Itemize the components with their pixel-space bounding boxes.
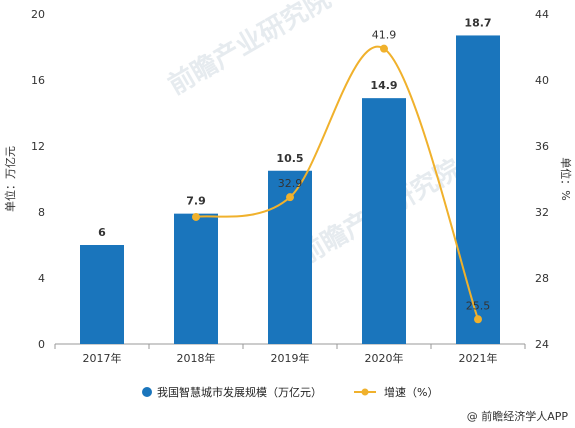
x-tick-label: 2021年 xyxy=(459,351,498,365)
growth-value-label: 41.9 xyxy=(372,29,397,42)
bar-value-label: 18.7 xyxy=(464,16,491,29)
growth-point xyxy=(192,212,200,221)
bar xyxy=(456,35,500,344)
y-left-tick-label: 8 xyxy=(38,206,45,219)
y-left-tick-label: 12 xyxy=(31,140,45,153)
y-right-tick-label: 24 xyxy=(535,338,549,351)
bar xyxy=(174,213,218,344)
y-left-tick-label: 4 xyxy=(38,272,45,285)
x-tick-label: 2019年 xyxy=(271,351,310,365)
y-right-tick-label: 36 xyxy=(535,140,549,153)
y-right-tick-label: 44 xyxy=(535,8,549,21)
axes: 0 4 8 12 16 20 24 28 32 36 40 44 2017年 2018年 2019年 2020… xyxy=(3,8,573,365)
y-right-tick-label: 40 xyxy=(535,74,549,87)
growth-value-label: 32.9 xyxy=(278,177,303,190)
bar-value-label: 14.9 xyxy=(370,79,397,92)
legend-bar-marker xyxy=(142,387,152,397)
growth-line xyxy=(192,44,482,324)
y-right-axis-label: 单位：% xyxy=(559,157,573,200)
growth-point xyxy=(286,193,294,202)
growth-point xyxy=(474,315,482,324)
y-left-tick-label: 0 xyxy=(38,338,45,351)
x-tick-label: 2020年 xyxy=(365,351,404,365)
legend-line-label: 增速（%） xyxy=(384,385,438,399)
bars xyxy=(80,35,500,345)
x-tick-label: 2017年 xyxy=(83,351,122,365)
y-left-axis-label: 单位：万亿元 xyxy=(3,146,17,212)
y-right-tick-label: 32 xyxy=(535,206,549,219)
growth-value-label: 25.5 xyxy=(466,299,491,312)
source-credit: @ 前瞻经济学人APP xyxy=(467,409,569,423)
y-left-tick-label: 20 xyxy=(31,8,45,21)
bar-value-label: 7.9 xyxy=(186,195,206,208)
growth-point xyxy=(380,44,388,53)
y-right-tick-label: 28 xyxy=(535,272,549,285)
legend-bar-label: 我国智慧城市发展规模（万亿元） xyxy=(157,385,322,399)
bar-value-label: 6 xyxy=(98,226,106,239)
bar xyxy=(362,98,406,345)
y-left-tick-label: 16 xyxy=(31,74,45,87)
legend-line-dot xyxy=(361,388,369,396)
bar xyxy=(80,245,124,344)
growth-line-path xyxy=(195,45,479,320)
data-labels: 6 7.9 10.5 14.9 18.7 32.9 41.9 25.5 xyxy=(98,16,491,312)
x-tick-label: 2018年 xyxy=(177,351,216,365)
watermark: 前瞻产业研究院 xyxy=(163,0,336,101)
legend: 我国智慧城市发展规模（万亿元） 增速（%） xyxy=(142,385,438,399)
bar-value-label: 10.5 xyxy=(276,152,303,165)
